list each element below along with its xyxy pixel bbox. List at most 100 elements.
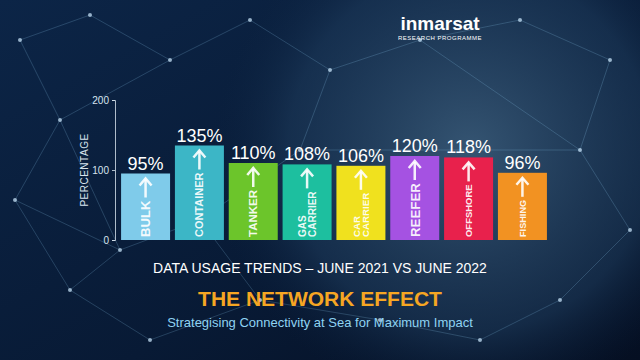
network-node — [18, 38, 22, 42]
arrow-shaft — [467, 163, 470, 181]
x-axis-title: DATA USAGE TRENDS – JUNE 2021 VS JUNE 20… — [153, 260, 487, 276]
arrow-shaft — [521, 179, 524, 197]
category-label: FISHING — [518, 200, 528, 237]
y-tick-mark — [112, 240, 115, 241]
network-node — [118, 248, 122, 252]
network-node — [578, 148, 582, 152]
value-label: 120% — [392, 136, 438, 156]
chart-title: THE NETWORK EFFECT — [198, 287, 442, 310]
arrow-head — [301, 169, 313, 176]
bar — [336, 166, 385, 240]
y-tick: 200 — [92, 95, 115, 106]
arrow-shaft — [360, 172, 363, 190]
network-line — [70, 250, 120, 290]
network-line — [330, 40, 420, 70]
bar — [229, 163, 278, 240]
bar — [390, 156, 439, 240]
category-label-line: CARRIER — [360, 193, 371, 237]
logo-subtext: RESEARCH PROGRAMME — [398, 35, 482, 41]
value-label: 135% — [176, 126, 222, 146]
bar — [498, 173, 547, 240]
bar-arrow — [516, 178, 528, 197]
arrow-head — [409, 161, 421, 168]
bar-arrow — [193, 151, 205, 170]
bar-arrow — [355, 171, 367, 190]
bar-arrow — [140, 179, 152, 198]
value-label: 96% — [504, 153, 540, 173]
y-tick-label: 0 — [103, 235, 109, 246]
network-node — [628, 228, 632, 232]
bar — [121, 174, 170, 241]
y-axis-title: PERCENTAGE — [79, 133, 90, 206]
network-node — [168, 58, 172, 62]
network-line — [170, 20, 250, 60]
category-label: GAS CARRIER — [297, 191, 318, 237]
network-decoration — [13, 13, 632, 342]
chart-container: inmarsatRESEARCH PROGRAMME 0 100 200 PERCENT… — [0, 0, 640, 360]
network-line — [580, 150, 630, 230]
bar-arrow — [409, 161, 421, 180]
bar — [283, 164, 332, 240]
network-line — [70, 290, 150, 340]
value-label: 108% — [284, 144, 330, 164]
network-line — [20, 15, 90, 40]
network-node — [58, 118, 62, 122]
network-node — [558, 298, 562, 302]
y-axis: 0 100 200 — [92, 95, 115, 246]
network-node — [68, 288, 72, 292]
arrow-shaft — [414, 162, 417, 180]
category-label: CONTAINER — [193, 173, 205, 237]
network-line — [90, 15, 170, 60]
category-label: REEFER — [408, 183, 423, 237]
category-label: BULK — [138, 200, 153, 237]
value-label: 110% — [231, 143, 276, 163]
network-node — [518, 18, 522, 22]
network-line — [520, 20, 610, 60]
arrow-shaft — [252, 169, 255, 187]
bar — [444, 157, 493, 240]
category-label-line: OFFSHORE — [463, 184, 474, 237]
y-tick: 100 — [92, 165, 115, 176]
value-label: 118% — [446, 137, 491, 157]
network-node — [248, 18, 252, 22]
category-label-line: FISHING — [518, 200, 528, 237]
network-line — [420, 40, 580, 150]
bar-arrow — [247, 168, 259, 187]
category-label: TANKER — [247, 189, 259, 237]
bars — [121, 146, 547, 241]
bar-arrow — [301, 169, 313, 188]
arrow-head — [140, 179, 152, 186]
arrow-head — [355, 171, 367, 178]
y-tick-label: 100 — [92, 165, 109, 176]
category-label: OFFSHORE — [463, 184, 474, 237]
network-line — [250, 20, 330, 70]
logo-text: inmarsat — [400, 13, 480, 34]
bar — [175, 146, 224, 241]
category-label: CAR CARRIER — [351, 193, 372, 237]
category-label-line: BULK — [138, 200, 153, 237]
category-label-line: TANKER — [247, 189, 259, 237]
network-line — [15, 200, 120, 250]
arrow-head — [193, 151, 205, 158]
category-label-line: CONTAINER — [193, 173, 205, 237]
bar-arrow — [463, 162, 475, 181]
network-line — [20, 40, 60, 120]
category-label-line: CARRIER — [307, 191, 318, 237]
arrow-head — [463, 162, 475, 169]
value-label: 106% — [338, 146, 384, 166]
network-line — [560, 230, 630, 300]
arrow-shaft — [144, 180, 147, 198]
chart-svg: inmarsatRESEARCH PROGRAMME 0 100 200 PERCENT… — [0, 0, 640, 360]
arrow-shaft — [306, 170, 309, 188]
network-line — [15, 120, 60, 200]
chart-subtitle: Strategising Connectivity at Sea for Max… — [167, 315, 473, 330]
network-line — [480, 300, 560, 340]
y-tick-label: 200 — [92, 95, 109, 106]
network-line — [60, 120, 120, 250]
value-label: 95% — [128, 154, 164, 174]
arrow-head — [516, 178, 528, 185]
network-node — [328, 68, 332, 72]
arrow-head — [247, 168, 259, 175]
category-labels: BULK CONTAINER TANKER GAS CARRIER CAR CARRIE… — [138, 173, 527, 237]
y-axis-line — [112, 101, 116, 241]
